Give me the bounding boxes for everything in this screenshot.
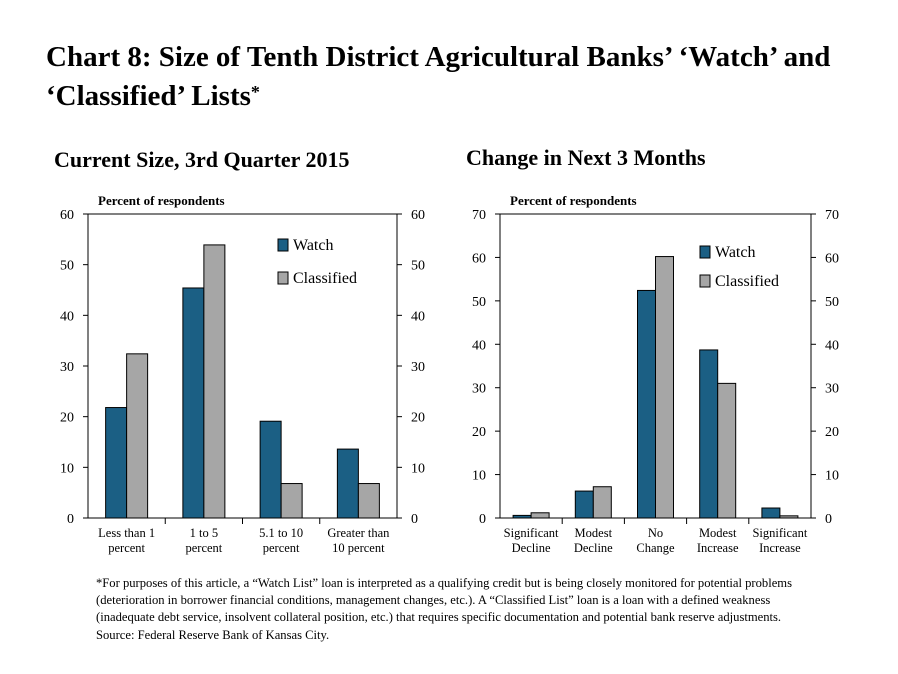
y-tick-label-right: 50 (825, 295, 839, 310)
y-tick-label-left: 40 (60, 309, 74, 324)
legend-swatch-classified (277, 271, 289, 285)
source-note: Source: Federal Reserve Bank of Kansas C… (96, 627, 330, 642)
y-tick-label-left: 40 (472, 338, 486, 353)
y-tick-label-right: 40 (411, 309, 425, 324)
y-tick-label-right: 20 (825, 425, 839, 440)
y-tick-label-right: 60 (411, 208, 425, 223)
bar-classified-2 (280, 483, 303, 519)
y-axis-label: Percent of respondents (510, 193, 637, 208)
x-tick-label: Modest Increase (697, 526, 739, 555)
y-tick-label-left: 0 (479, 512, 486, 527)
y-tick-label-right: 0 (825, 512, 832, 527)
footnote-text: *For purposes of this article, a “Watch … (96, 576, 793, 625)
bar-watch-2 (637, 289, 656, 519)
y-tick-label-right: 50 (411, 259, 425, 274)
y-tick-label-right: 0 (411, 512, 418, 527)
y-tick-label-left: 20 (60, 411, 74, 426)
y-tick-label-right: 30 (411, 360, 425, 375)
y-tick-label-right: 30 (825, 382, 839, 397)
chart-title: Chart 8: Size of Tenth District Agricult… (46, 38, 876, 116)
bar-watch-4 (761, 507, 781, 519)
y-tick-label-left: 0 (67, 512, 74, 527)
y-tick-label-right: 40 (825, 338, 839, 353)
y-tick-label-left: 20 (472, 425, 486, 440)
chart-title-text: Chart 8: Size of Tenth District Agricult… (46, 41, 831, 112)
x-tick-label: Greater than 10 percent (327, 526, 390, 555)
x-tick-label: 5.1 to 10 percent (259, 526, 303, 555)
y-tick-label-left: 50 (60, 259, 74, 274)
legend-swatch-watch (699, 245, 711, 259)
y-axis-label: Percent of respondents (98, 193, 225, 208)
x-tick-label: Modest Decline (574, 526, 613, 555)
y-tick-label-right: 70 (825, 208, 839, 223)
y-tick-label-left: 70 (472, 208, 486, 223)
legend-label-classified: Classified (715, 273, 779, 290)
y-tick-label-left: 10 (472, 469, 486, 484)
bar-classified-4 (779, 515, 799, 519)
x-tick-label: Less than 1 percent (98, 526, 155, 555)
y-tick-label-left: 30 (60, 360, 74, 375)
y-tick-label-left: 10 (60, 461, 74, 476)
bar-classified-0 (530, 512, 550, 519)
y-tick-label-right: 10 (411, 461, 425, 476)
right-chart-title: Change in Next 3 Months (466, 145, 706, 170)
footnote: *For purposes of this article, a “Watch … (96, 575, 816, 644)
y-tick-label-right: 20 (411, 411, 425, 426)
bar-watch-3 (699, 349, 719, 519)
legend-swatch-watch (277, 238, 289, 252)
bar-classified-1 (203, 244, 226, 519)
bar-classified-3 (357, 483, 380, 519)
legend-label-watch: Watch (715, 244, 755, 261)
y-tick-label-left: 60 (60, 208, 74, 223)
bar-classified-0 (126, 353, 149, 519)
x-tick-label: No Change (636, 526, 675, 555)
legend-label-watch: Watch (293, 237, 333, 254)
bar-watch-1 (574, 490, 594, 519)
bar-classified-3 (717, 382, 737, 519)
x-tick-label: Significant Decline (504, 526, 559, 555)
bar-watch-0 (512, 514, 532, 519)
left-chart-title: Current Size, 3rd Quarter 2015 (54, 147, 350, 172)
bar-classified-2 (655, 256, 674, 519)
legend-label-classified: Classified (293, 270, 357, 287)
y-tick-label-left: 50 (472, 295, 486, 310)
x-tick-label: 1 to 5 percent (185, 526, 222, 555)
bar-classified-1 (592, 486, 612, 519)
bar-watch-2 (259, 420, 282, 519)
legend-swatch-classified (699, 274, 711, 288)
y-tick-label-left: 30 (472, 382, 486, 397)
y-tick-label-right: 10 (825, 469, 839, 484)
y-tick-label-right: 60 (825, 251, 839, 266)
y-tick-label-left: 60 (472, 251, 486, 266)
title-asterisk: * (250, 82, 260, 102)
x-tick-label: Significant Increase (752, 526, 807, 555)
